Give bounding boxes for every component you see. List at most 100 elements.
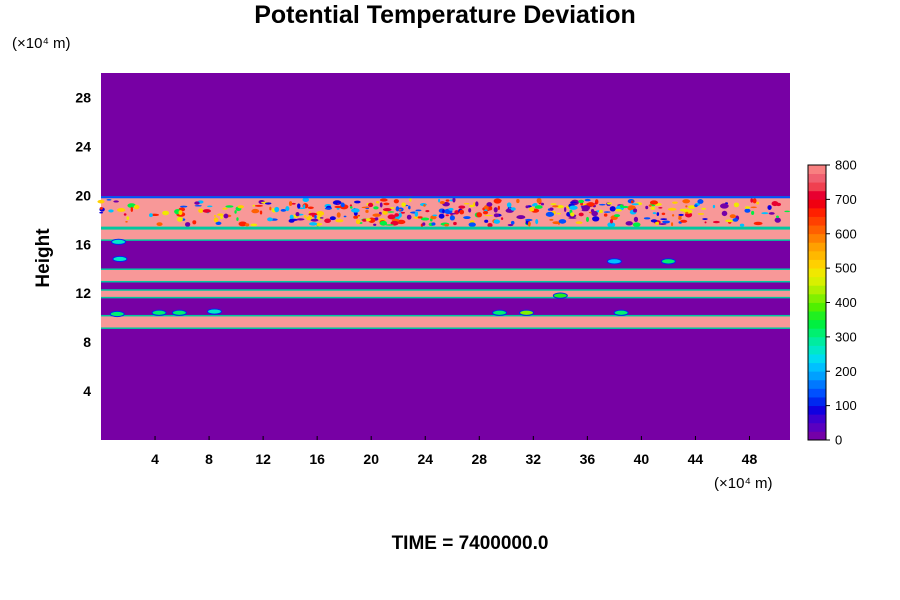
turbulence-mark — [527, 221, 531, 227]
turbulence-mark — [719, 203, 729, 209]
x-tick-label-0: 4 — [151, 451, 159, 467]
turbulence-mark — [768, 212, 775, 215]
colorbar-swatch-20 — [808, 259, 826, 269]
turbulence-mark — [408, 205, 411, 210]
turbulence-mark — [566, 212, 571, 217]
turbulence-mark — [685, 205, 688, 208]
turbulence-mark — [598, 203, 606, 206]
turbulence-mark — [302, 197, 310, 202]
turbulence-mark — [223, 213, 229, 219]
turbulence-mark — [156, 222, 163, 227]
turbulence-mark — [633, 208, 638, 213]
turbulence-mark — [771, 201, 779, 207]
turbulence-mark — [123, 213, 127, 216]
turbulence-mark — [317, 215, 323, 220]
turbulence-mark — [761, 212, 769, 215]
turbulence-mark — [607, 222, 616, 228]
turbulence-mark — [108, 209, 114, 213]
turbulence-mark — [423, 204, 426, 207]
plot-area — [97, 73, 790, 440]
turbulence-mark — [594, 202, 598, 205]
turbulence-mark — [493, 213, 499, 218]
turbulence-mark — [630, 200, 634, 204]
colorbar-swatch-12 — [808, 328, 826, 338]
turbulence-mark — [662, 220, 671, 224]
turbulence-mark — [379, 198, 388, 202]
turbulence-mark — [606, 202, 612, 205]
turbulence-mark — [222, 207, 228, 210]
turbulence-mark — [704, 221, 707, 224]
turbulence-mark — [343, 215, 347, 218]
turbulence-mark — [525, 205, 529, 209]
turbulence-mark — [336, 212, 341, 218]
turbulence-mark — [694, 204, 698, 208]
colorbar-swatch-27 — [808, 199, 826, 209]
turbulence-mark — [113, 200, 119, 203]
turbulence-mark — [314, 214, 317, 219]
turbulence-mark — [382, 207, 392, 212]
feature-spot-1 — [151, 309, 167, 316]
y-tick-label-3: 16 — [75, 236, 91, 252]
turbulence-mark — [213, 214, 217, 217]
turbulence-mark — [415, 209, 422, 212]
turbulence-mark — [400, 211, 406, 214]
feature-spot-2 — [171, 309, 187, 316]
y-axis-label: Height — [33, 228, 54, 288]
temperature-band-1 — [101, 290, 790, 297]
turbulence-mark — [297, 203, 301, 209]
turbulence-mark — [774, 217, 781, 223]
colorbar-swatch-7 — [808, 371, 826, 381]
turbulence-mark — [133, 204, 140, 210]
turbulence-mark — [493, 207, 498, 213]
temperature-band-3 — [101, 229, 790, 240]
turbulence-mark — [353, 200, 361, 204]
turbulence-mark — [225, 205, 234, 208]
turbulence-mark — [335, 219, 344, 223]
turbulence-mark — [484, 214, 493, 217]
x-tick-label-11: 48 — [742, 451, 758, 467]
colorbar-tick-label-3: 300 — [835, 329, 857, 344]
turbulence-mark — [126, 216, 130, 220]
turbulence-mark — [180, 205, 188, 208]
turbulence-mark — [751, 210, 755, 215]
turbulence-mark — [379, 202, 383, 208]
x-tick-label-9: 40 — [634, 451, 650, 467]
feature-spot-7 — [112, 255, 128, 263]
turbulence-mark — [324, 218, 331, 224]
turbulence-mark — [308, 212, 318, 216]
colorbar-swatch-3 — [808, 405, 826, 415]
turbulence-mark — [484, 219, 489, 223]
turbulence-mark — [251, 208, 260, 214]
turbulence-mark — [442, 209, 445, 214]
turbulence-mark — [288, 201, 293, 207]
turbulence-mark — [303, 204, 306, 209]
turbulent-layer — [97, 196, 790, 229]
turbulence-mark — [259, 210, 263, 215]
turbulence-mark — [198, 208, 204, 213]
turbulence-mark — [449, 215, 455, 221]
turbulence-mark — [337, 202, 340, 205]
turbulence-mark — [712, 204, 716, 209]
turbulence-mark — [670, 222, 674, 227]
turbulence-mark — [414, 211, 419, 217]
turbulence-mark — [395, 206, 400, 212]
turbulence-mark — [614, 214, 621, 218]
turbulence-mark — [373, 223, 377, 226]
turbulence-mark — [729, 214, 736, 219]
turbulence-mark — [536, 197, 542, 204]
turbulence-mark — [744, 208, 751, 213]
feature-spot-3 — [206, 308, 222, 315]
turbulence-mark — [487, 223, 493, 228]
turbulence-mark — [468, 222, 476, 227]
feature-spot-6 — [613, 309, 629, 316]
colorbar-swatch-0 — [808, 431, 826, 441]
x-axis-units: (×10⁴ m) — [714, 475, 773, 492]
turbulence-mark — [373, 206, 379, 210]
turbulence-mark — [194, 201, 200, 205]
turbulence-mark — [285, 206, 290, 212]
colorbar-swatch-30 — [808, 173, 826, 183]
turbulence-mark — [106, 198, 112, 201]
turbulence-mark — [217, 213, 224, 217]
turbulence-mark — [650, 219, 658, 223]
